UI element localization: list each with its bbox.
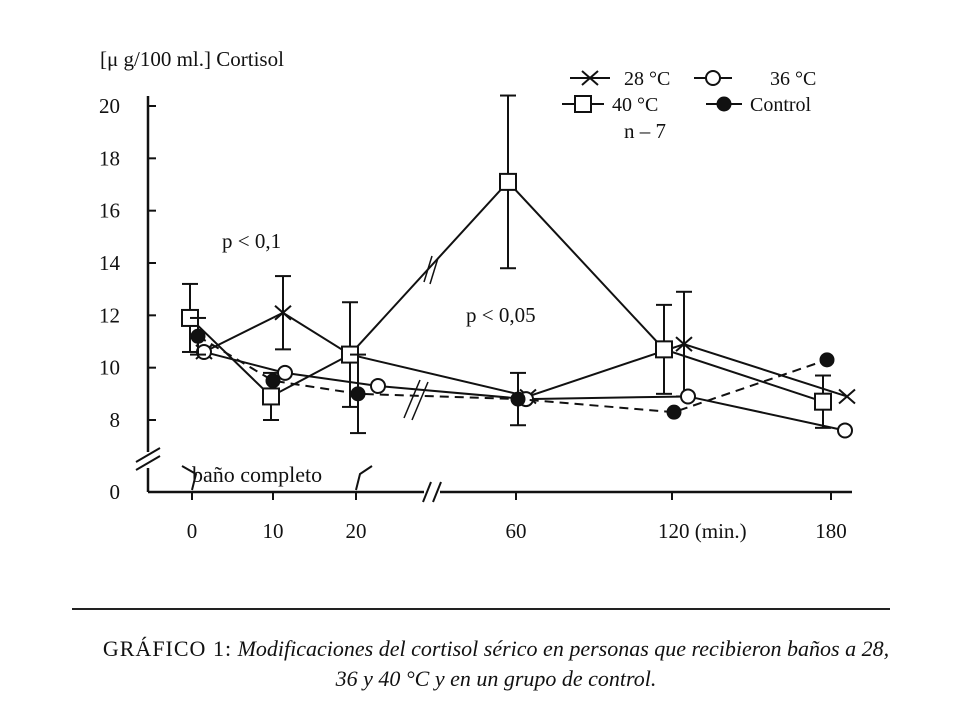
data-point <box>581 70 599 86</box>
data-point <box>262 387 280 406</box>
bath-bracket-right <box>355 465 373 491</box>
x-tick-label: 20 <box>346 519 367 543</box>
series-line <box>203 311 848 398</box>
x-tick-label: 180 <box>815 519 847 543</box>
series-line <box>197 335 828 414</box>
y-tick-label: 12 <box>99 303 120 327</box>
data-point <box>499 172 517 191</box>
y-axis-break-mark <box>135 447 161 463</box>
y-tick-label: 18 <box>99 146 120 170</box>
annotation-label: baño completo <box>192 462 322 487</box>
x-tick-label: 0 <box>187 519 198 543</box>
series-40-c <box>181 94 832 429</box>
data-point <box>819 352 835 368</box>
data-point <box>838 388 856 405</box>
bath-bracket-left <box>181 465 198 491</box>
chart-legend: 28 °C 36 °C 40 °C Control <box>562 68 816 116</box>
chart-axes: 0 8 10 12 14 16 18 20 0 10 20 60 120 (min.) 180 [μ g/1… <box>99 47 852 543</box>
y-tick-label: 16 <box>99 199 120 223</box>
y-tick-label: 0 <box>110 480 121 504</box>
data-point <box>274 304 292 321</box>
line-break-mark <box>429 257 439 285</box>
series-36-c <box>196 343 853 439</box>
x-tick-label: 10 <box>263 519 284 543</box>
x-axis-break-mark <box>432 481 442 503</box>
x-tick-label: 120 (min.) <box>658 519 747 543</box>
data-point <box>190 328 206 344</box>
data-point <box>655 340 673 359</box>
data-point <box>837 422 853 439</box>
line-break-mark <box>423 255 433 283</box>
legend-label: Control <box>750 94 812 116</box>
annotation-label: p < 0,05 <box>466 303 536 327</box>
x-axis-break-mark <box>422 481 432 503</box>
line-break-mark <box>411 381 429 421</box>
legend-label: 28 °C <box>624 68 670 90</box>
series-line <box>203 350 846 432</box>
chart-series <box>181 94 856 439</box>
x-tick-label: 60 <box>506 519 527 543</box>
data-point <box>675 336 693 352</box>
y-tick-label: 20 <box>99 94 120 118</box>
y-axis-break-mark <box>135 455 161 471</box>
data-point <box>370 377 386 394</box>
data-point <box>574 95 592 113</box>
figure-caption: GRÁFICO 1: Modificaciones del cortisol s… <box>96 634 896 694</box>
y-axis-label: [μ g/100 ml.] Cortisol <box>100 47 284 71</box>
y-tick-label: 8 <box>110 408 121 432</box>
data-point <box>716 96 732 112</box>
data-point <box>680 388 696 405</box>
annotation-label: p < 0,1 <box>222 229 281 253</box>
y-tick-label: 14 <box>99 251 121 275</box>
annotation-label: n – 7 <box>624 119 666 143</box>
series-control <box>190 316 835 435</box>
legend-label: 36 °C <box>770 68 816 90</box>
data-point <box>705 70 721 86</box>
data-point <box>196 343 212 360</box>
caption-text: Modificaciones del cortisol sérico en pe… <box>237 636 890 691</box>
caption-divider <box>72 608 890 610</box>
data-point <box>510 391 526 407</box>
data-point <box>350 386 366 402</box>
caption-lead: GRÁFICO 1: <box>102 636 233 661</box>
data-point <box>666 404 682 420</box>
data-point <box>277 364 293 381</box>
y-tick-label: 10 <box>99 356 120 380</box>
legend-label: 40 °C <box>612 94 658 116</box>
chart-annotations: p < 0,1 p < 0,05 n – 7 baño completo <box>181 119 666 491</box>
line-break-mark <box>403 379 421 419</box>
data-point <box>814 392 832 411</box>
data-point <box>265 373 281 389</box>
